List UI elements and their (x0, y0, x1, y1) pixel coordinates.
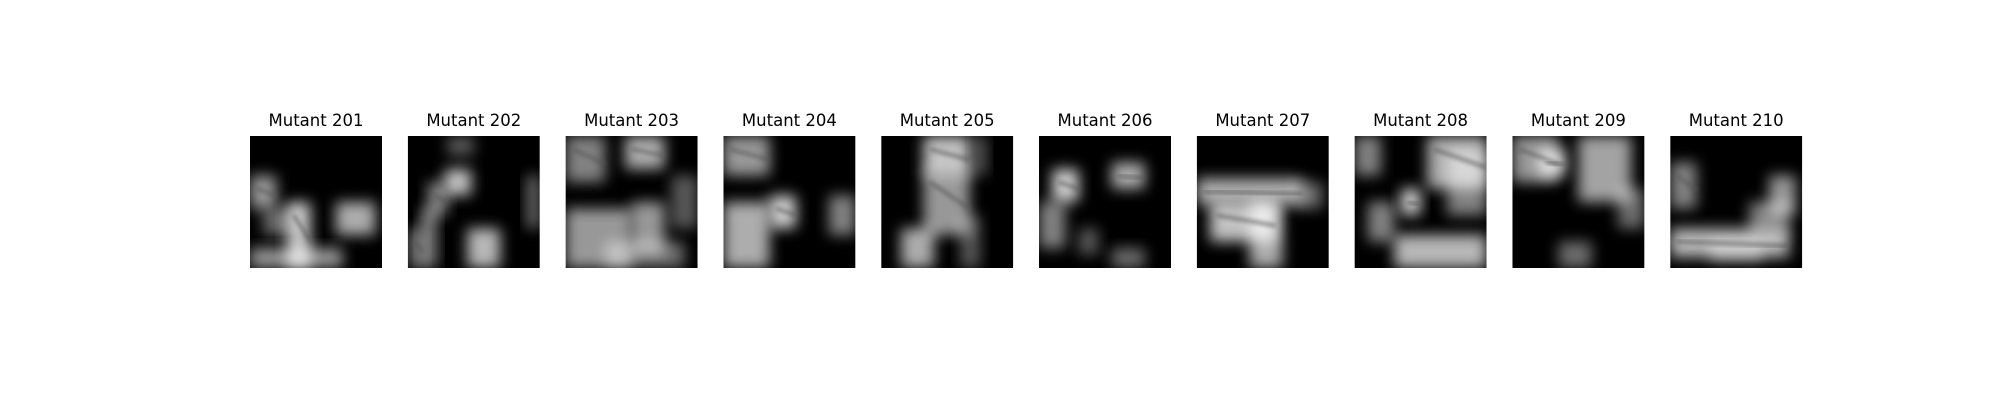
image-region (1769, 175, 1796, 216)
panel-image (1039, 136, 1171, 268)
panel-title: Mutant 204 (742, 111, 837, 130)
image-region (526, 175, 540, 229)
image-region (1394, 235, 1487, 268)
image-streak (729, 147, 771, 162)
panel: Mutant 204 (723, 111, 856, 268)
panel-image (881, 136, 1014, 268)
panel: Mutant 205 (881, 111, 1014, 268)
panel-title: Mutant 208 (1373, 111, 1468, 130)
image-streak (1545, 160, 1566, 168)
image-region (671, 175, 698, 229)
image-region (1709, 241, 1763, 262)
panel-image (1670, 136, 1803, 268)
panel: Mutant 209 (1512, 111, 1645, 268)
image-streak (1058, 180, 1080, 191)
image-region (1111, 248, 1145, 268)
panel: Mutant 202 (407, 111, 540, 268)
panel-image (1354, 136, 1487, 268)
panel-title: Mutant 201 (269, 111, 364, 130)
image-region (1039, 202, 1066, 249)
panel-title: Mutant 205 (900, 111, 995, 130)
image-region (444, 169, 472, 196)
image-region (335, 202, 376, 235)
image-region (960, 215, 981, 268)
image-region (421, 208, 437, 268)
image-streak (775, 206, 797, 218)
image-region (1249, 202, 1283, 268)
image-streak (1216, 213, 1277, 228)
image-streak (255, 186, 278, 198)
panel-title: Mutant 203 (584, 111, 679, 130)
image-streak (433, 193, 449, 204)
panel-title: Mutant 207 (1215, 111, 1310, 130)
panel: Mutant 210 (1670, 111, 1803, 268)
image-region (467, 228, 501, 268)
panel: Mutant 206 (1039, 111, 1171, 268)
image-streak (1433, 147, 1487, 170)
panel: Mutant 208 (1354, 111, 1487, 268)
image-region (901, 228, 934, 268)
image-streak (291, 214, 313, 243)
image-streak (412, 240, 426, 254)
image-streak (1675, 173, 1698, 192)
image-region (250, 248, 343, 268)
image-streak (1407, 200, 1421, 207)
panel-image (723, 136, 856, 268)
image-region (1618, 188, 1645, 229)
image-region (1367, 202, 1395, 242)
image-region (1078, 228, 1099, 255)
panel-title: Mutant 210 (1689, 111, 1784, 130)
image-streak (1676, 239, 1790, 248)
panel-title: Mutant 206 (1058, 111, 1153, 130)
panel-image (1196, 136, 1329, 268)
image-region (723, 136, 770, 176)
image-region (829, 195, 856, 235)
image-region (407, 228, 424, 268)
image-region (263, 208, 297, 235)
image-streak (1203, 189, 1303, 197)
image-region (605, 241, 685, 268)
image-streak (1118, 173, 1145, 181)
image-streak (929, 147, 971, 162)
image-region (447, 136, 474, 156)
image-region (1354, 136, 1381, 176)
image-region (1558, 241, 1592, 268)
panel-image (1512, 136, 1645, 268)
panel: Mutant 201 (250, 111, 382, 268)
image-streak (571, 147, 607, 166)
panel: Mutant 203 (565, 111, 698, 268)
image-streak (928, 180, 971, 211)
image-region (973, 136, 987, 176)
panel-image (407, 136, 540, 268)
panel-title: Mutant 202 (426, 111, 521, 130)
panel: Mutant 207 (1196, 111, 1329, 268)
panel-image (250, 136, 382, 268)
image-streak (631, 147, 665, 158)
panel-image (565, 136, 698, 268)
panel-title: Mutant 209 (1531, 111, 1626, 130)
image-region (723, 202, 770, 268)
